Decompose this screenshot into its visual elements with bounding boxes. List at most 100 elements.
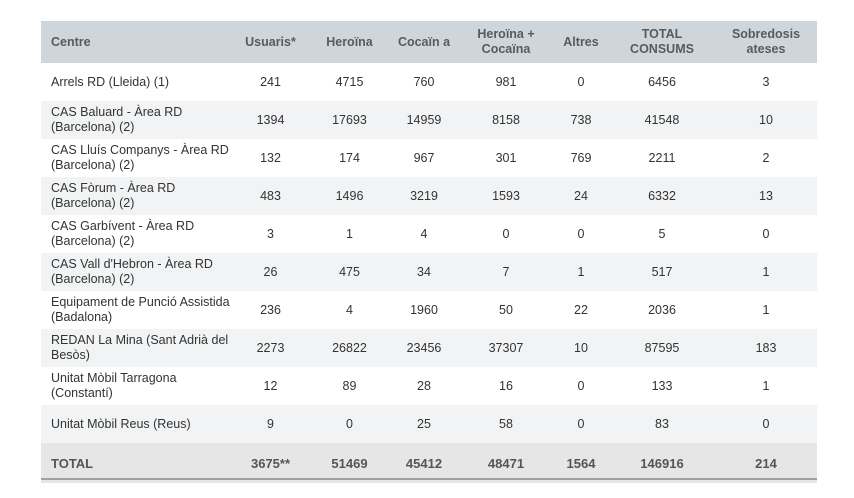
value-cell: 236 (260, 302, 281, 317)
value-cell: 1960 (410, 302, 438, 317)
centre-name-cell: CAS Fòrum - Àrea RD (Barcelona) (2) (41, 177, 231, 215)
value-cell: 2036 (648, 302, 676, 317)
value-cell: 28 (417, 378, 431, 393)
total-cell: 51469 (310, 443, 389, 483)
centre-name-cell: Arrels RD (Lleida) (1) (51, 74, 170, 89)
value-cell: 16 (499, 378, 513, 393)
value-cell: 0 (577, 226, 585, 241)
value-cell: 183 (715, 329, 817, 367)
value-cell: 1 (762, 302, 770, 317)
value-cell: 2 (762, 150, 770, 165)
header-total-consums: TOTAL CONSUMS (609, 21, 715, 63)
header-cocaina: Cocaïn a (389, 21, 459, 63)
value-cell: 10 (553, 329, 609, 367)
value-cell: 22 (574, 302, 588, 317)
value-cell: 37307 (459, 329, 553, 367)
value-cell: 89 (342, 378, 357, 393)
centre-name-cell: Unitat Mòbil Tarragona (Constantí) (51, 371, 177, 400)
centre-name-cell: Unitat Mòbil Reus (Reus) (41, 405, 231, 443)
value-cell: 738 (553, 101, 609, 139)
value-cell: 517 (609, 253, 715, 291)
total-label: TOTAL (41, 443, 231, 483)
value-cell: 6332 (609, 177, 715, 215)
table-row: Unitat Mòbil Tarragona (Constantí) 12 89 28… (41, 367, 817, 405)
table-row: Equipament de Punció Assistida (Badalona… (41, 291, 817, 329)
value-cell: 0 (502, 226, 510, 241)
value-cell: 2211 (648, 150, 676, 165)
value-cell: 58 (459, 405, 553, 443)
value-cell: 23456 (389, 329, 459, 367)
total-cell: 48471 (459, 443, 553, 483)
table-row: CAS Garbívent - Àrea RD (Barcelona) (2) 3… (41, 215, 817, 253)
value-cell: 9 (231, 405, 310, 443)
value-cell: 475 (310, 253, 389, 291)
header-heroina-cocaina: Heroïna + Cocaïna (459, 21, 553, 63)
value-cell: 34 (389, 253, 459, 291)
data-table: Centre Usuaris* Heroïna Cocaïn a Heroïna… (41, 21, 817, 483)
value-cell: 133 (651, 378, 673, 393)
value-cell: 5 (658, 226, 666, 241)
centre-name-cell: CAS Vall d'Hebron - Àrea RD (Barcelona) … (41, 253, 231, 291)
total-cell: 214 (715, 443, 817, 483)
total-cell: 45412 (389, 443, 459, 483)
value-cell: 1 (553, 253, 609, 291)
value-cell: 769 (570, 150, 592, 165)
table-row: CAS Lluís Companys - Àrea RD (Barcelona)… (41, 139, 817, 177)
value-cell: 50 (499, 302, 513, 317)
value-cell: 0 (577, 74, 585, 89)
value-cell: 4 (420, 226, 428, 241)
header-sobredosis: Sobredosis ateses (715, 21, 817, 63)
header-heroina: Heroïna (310, 21, 389, 63)
centre-name-cell: REDAN La Mina (Sant Adrià del Besòs) (41, 329, 231, 367)
value-cell: 301 (495, 150, 517, 165)
value-cell: 3219 (389, 177, 459, 215)
value-cell: 10 (715, 101, 817, 139)
value-cell: 967 (413, 150, 435, 165)
value-cell: 87595 (609, 329, 715, 367)
header-centre: Centre (41, 21, 231, 63)
value-cell: 7 (459, 253, 553, 291)
value-cell: 8158 (459, 101, 553, 139)
value-cell: 1593 (459, 177, 553, 215)
total-cell: 3675** (231, 443, 310, 483)
value-cell: 1496 (310, 177, 389, 215)
value-cell: 0 (310, 405, 389, 443)
value-cell: 174 (339, 150, 360, 165)
table-bottom-divider (41, 478, 817, 480)
value-cell: 1 (346, 226, 353, 241)
value-cell: 760 (413, 74, 435, 89)
value-cell: 26822 (310, 329, 389, 367)
value-cell: 26 (231, 253, 310, 291)
value-cell: 483 (231, 177, 310, 215)
value-cell: 132 (260, 150, 281, 165)
value-cell: 24 (553, 177, 609, 215)
value-cell: 12 (263, 378, 278, 393)
table-body: Arrels RD (Lleida) (1) 241 4715 760 981 0 6456… (41, 63, 817, 443)
value-cell: 981 (495, 74, 517, 89)
value-cell: 3 (762, 74, 770, 89)
header-altres: Altres (553, 21, 609, 63)
value-cell: 0 (553, 405, 609, 443)
value-cell: 0 (577, 378, 585, 393)
value-cell: 4715 (335, 74, 364, 89)
table-row: CAS Baluard - Àrea RD (Barcelona) (2) 139… (41, 101, 817, 139)
centre-name-cell: CAS Lluís Companys - Àrea RD (Barcelona)… (51, 143, 229, 172)
centre-name-cell: Equipament de Punció Assistida (Badalona… (51, 295, 230, 324)
value-cell: 17693 (310, 101, 389, 139)
total-cell: 146916 (609, 443, 715, 483)
table-row: Arrels RD (Lleida) (1) 241 4715 760 981 0 6456… (41, 63, 817, 101)
value-cell: 0 (715, 405, 817, 443)
data-table-container: Centre Usuaris* Heroïna Cocaïn a Heroïna… (41, 21, 817, 483)
centre-name-cell: CAS Baluard - Àrea RD (Barcelona) (2) (41, 101, 231, 139)
total-row: TOTAL 3675** 51469 45412 48471 1564 1469… (41, 443, 817, 483)
total-cell: 1564 (553, 443, 609, 483)
header-usuaris: Usuaris* (231, 21, 310, 63)
value-cell: 3 (267, 226, 274, 241)
value-cell: 13 (715, 177, 817, 215)
value-cell: 1 (762, 378, 770, 393)
value-cell: 83 (609, 405, 715, 443)
table-row: REDAN La Mina (Sant Adrià del Besòs) 2273… (41, 329, 817, 367)
table-row: Unitat Mòbil Reus (Reus) 9 0 25 58 0 83 0 (41, 405, 817, 443)
table-row: CAS Vall d'Hebron - Àrea RD (Barcelona) … (41, 253, 817, 291)
header-row: Centre Usuaris* Heroïna Cocaïn a Heroïna… (41, 21, 817, 63)
